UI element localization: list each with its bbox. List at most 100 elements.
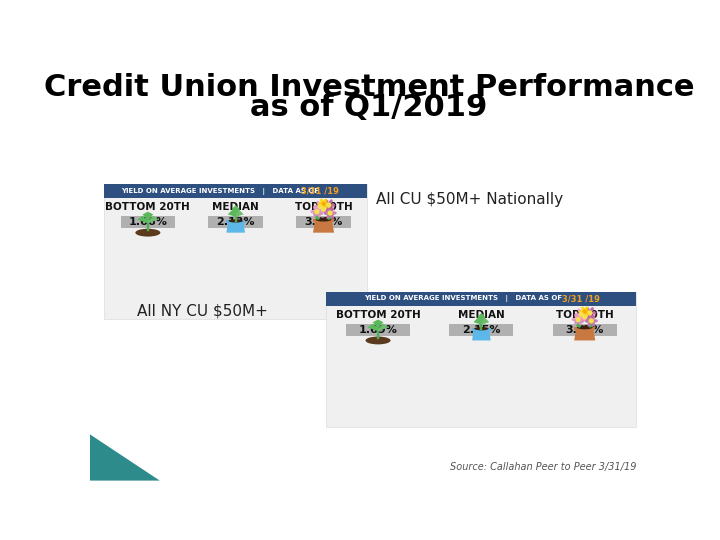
Polygon shape (373, 320, 383, 329)
FancyBboxPatch shape (121, 215, 175, 228)
Ellipse shape (366, 336, 390, 345)
Ellipse shape (310, 210, 315, 213)
Text: YIELD ON AVERAGE INVESTMENTS   |   DATA AS OF: YIELD ON AVERAGE INVESTMENTS | DATA AS O… (364, 295, 562, 302)
Polygon shape (228, 209, 235, 217)
Circle shape (582, 314, 588, 320)
Text: All CU $50M+ Nationally: All CU $50M+ Nationally (376, 192, 563, 207)
Ellipse shape (316, 207, 320, 212)
Ellipse shape (330, 204, 336, 207)
Ellipse shape (474, 327, 489, 330)
Ellipse shape (315, 208, 323, 215)
Ellipse shape (324, 202, 330, 206)
Ellipse shape (579, 310, 584, 313)
Ellipse shape (580, 314, 589, 320)
Text: Credit Union Investment Performance: Credit Union Investment Performance (44, 73, 694, 103)
Polygon shape (138, 215, 148, 224)
Ellipse shape (591, 315, 595, 320)
Ellipse shape (316, 201, 320, 206)
Ellipse shape (320, 204, 324, 209)
Polygon shape (482, 317, 490, 325)
Ellipse shape (577, 308, 581, 313)
FancyBboxPatch shape (297, 215, 351, 228)
Ellipse shape (322, 205, 327, 208)
Ellipse shape (323, 211, 329, 215)
Ellipse shape (320, 210, 323, 215)
Circle shape (579, 312, 584, 317)
Text: 2.15%: 2.15% (462, 325, 500, 335)
FancyBboxPatch shape (313, 219, 334, 222)
Ellipse shape (330, 207, 334, 212)
Circle shape (321, 206, 326, 212)
FancyBboxPatch shape (449, 323, 513, 336)
Text: Source: Callahan Peer to Peer 3/31/19: Source: Callahan Peer to Peer 3/31/19 (450, 462, 636, 472)
FancyBboxPatch shape (104, 184, 367, 319)
Ellipse shape (577, 326, 593, 329)
Ellipse shape (313, 213, 317, 218)
Ellipse shape (575, 319, 581, 328)
Polygon shape (474, 317, 482, 325)
Ellipse shape (325, 199, 329, 204)
Ellipse shape (325, 207, 330, 211)
Ellipse shape (591, 312, 597, 315)
Ellipse shape (582, 315, 585, 320)
Text: 1.69%: 1.69% (359, 325, 397, 335)
FancyBboxPatch shape (574, 327, 595, 330)
Ellipse shape (577, 315, 581, 320)
Ellipse shape (578, 315, 583, 319)
Ellipse shape (317, 213, 321, 218)
Ellipse shape (329, 199, 333, 204)
Circle shape (589, 318, 594, 323)
Ellipse shape (585, 318, 589, 323)
Ellipse shape (585, 316, 593, 323)
Ellipse shape (329, 206, 333, 211)
Ellipse shape (585, 311, 589, 316)
Text: BOTTOM 20TH: BOTTOM 20TH (106, 202, 190, 212)
Ellipse shape (588, 315, 591, 320)
Ellipse shape (585, 312, 588, 317)
Circle shape (318, 204, 323, 209)
Ellipse shape (228, 219, 243, 222)
Polygon shape (235, 209, 243, 217)
Ellipse shape (588, 319, 595, 328)
Ellipse shape (572, 318, 577, 321)
Text: 2.13%: 2.13% (217, 217, 255, 227)
Circle shape (322, 202, 325, 206)
Ellipse shape (580, 318, 585, 321)
Ellipse shape (575, 313, 580, 316)
Ellipse shape (581, 306, 585, 311)
Text: 3.07%: 3.07% (305, 217, 343, 227)
Ellipse shape (135, 229, 161, 237)
Circle shape (315, 209, 320, 214)
Ellipse shape (585, 306, 588, 311)
Polygon shape (367, 323, 378, 332)
Ellipse shape (585, 310, 590, 313)
Ellipse shape (582, 313, 588, 316)
Circle shape (326, 202, 331, 208)
Polygon shape (574, 329, 595, 340)
Ellipse shape (331, 211, 337, 215)
Ellipse shape (325, 206, 329, 211)
Ellipse shape (583, 312, 589, 315)
Circle shape (575, 317, 581, 322)
Ellipse shape (320, 203, 323, 208)
Polygon shape (313, 221, 334, 233)
Text: 3.07%: 3.07% (565, 325, 604, 335)
FancyBboxPatch shape (209, 215, 263, 228)
Ellipse shape (315, 218, 331, 221)
Ellipse shape (586, 315, 591, 319)
Text: MEDIAN: MEDIAN (212, 202, 259, 212)
Polygon shape (378, 323, 389, 332)
Ellipse shape (327, 212, 333, 220)
FancyBboxPatch shape (104, 184, 367, 198)
Ellipse shape (313, 206, 317, 211)
Polygon shape (477, 313, 485, 322)
Polygon shape (472, 330, 490, 340)
Ellipse shape (582, 308, 585, 313)
FancyBboxPatch shape (346, 323, 410, 336)
Text: TOP 20TH: TOP 20TH (556, 309, 613, 320)
Ellipse shape (320, 207, 324, 212)
Ellipse shape (323, 204, 327, 209)
Text: All NY CU $50M+: All NY CU $50M+ (137, 303, 268, 319)
Polygon shape (143, 212, 153, 221)
Ellipse shape (576, 316, 585, 323)
